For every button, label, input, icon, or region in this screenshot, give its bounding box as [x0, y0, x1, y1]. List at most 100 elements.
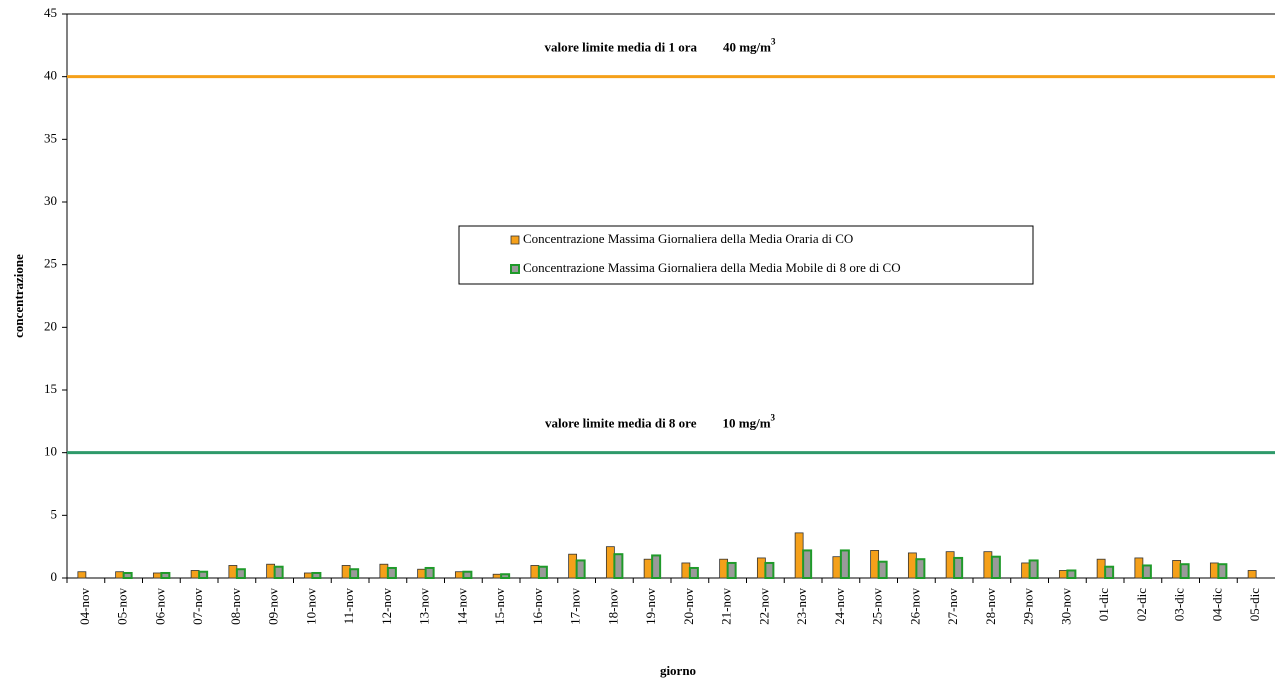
- bar: [719, 558, 729, 579]
- legend-box: [458, 225, 1034, 285]
- bar: [575, 559, 586, 579]
- bar: [990, 555, 1001, 580]
- bar: [379, 563, 389, 579]
- y-tick-label: 20: [44, 318, 57, 333]
- bar: [643, 558, 653, 579]
- x-tick-label: 26-nov: [907, 588, 922, 625]
- bar: [605, 546, 615, 579]
- x-tick-label: 29-nov: [1021, 588, 1036, 625]
- y-tick-label: 35: [44, 130, 57, 145]
- x-tick-label: 18-nov: [605, 588, 620, 625]
- x-tick-label: 10-nov: [303, 588, 318, 625]
- legend-label: Concentrazione Massima Giornaliera della…: [523, 231, 853, 246]
- bar: [228, 565, 238, 579]
- bar: [915, 558, 926, 580]
- reference-value: 40 mg/m: [723, 40, 771, 55]
- bar: [764, 561, 775, 580]
- x-tick-label: 05-nov: [115, 588, 130, 625]
- x-tick-label: 30-nov: [1058, 588, 1073, 625]
- bar: [945, 551, 955, 579]
- x-tick-label: 01-dic: [1096, 588, 1111, 621]
- bar: [160, 571, 171, 580]
- bar: [1021, 562, 1031, 579]
- x-tick-label: 25-nov: [870, 588, 885, 625]
- x-tick-label: 17-nov: [568, 588, 583, 625]
- bar: [303, 572, 313, 579]
- bar: [1179, 563, 1190, 579]
- y-tick-label: 25: [44, 256, 57, 271]
- bar: [122, 571, 133, 580]
- bar: [311, 571, 322, 580]
- bar: [77, 571, 87, 579]
- bar: [832, 556, 842, 579]
- bar: [651, 554, 662, 580]
- x-tick-label: 12-nov: [379, 588, 394, 625]
- x-tick-label: 07-nov: [190, 588, 205, 625]
- bar: [152, 572, 162, 579]
- bar: [726, 561, 737, 580]
- bar: [530, 565, 540, 579]
- x-tick-label: 11-nov: [341, 588, 356, 625]
- y-tick-label: 45: [44, 5, 57, 20]
- x-tick-label: 05-dic: [1247, 588, 1262, 621]
- bar: [688, 566, 699, 579]
- reference-text: valore limite media di 8 ore: [545, 416, 697, 431]
- x-tick-label: 06-nov: [152, 588, 167, 625]
- x-tick-label: 16-nov: [530, 588, 545, 625]
- x-tick-label: 08-nov: [228, 588, 243, 625]
- y-axis-label: concentrazione: [11, 254, 26, 338]
- bar: [386, 566, 397, 579]
- x-tick-label: 15-nov: [492, 588, 507, 625]
- x-tick-label: 04-dic: [1209, 588, 1224, 621]
- bar: [266, 563, 276, 579]
- bar: [349, 568, 360, 580]
- bar: [1134, 557, 1144, 579]
- bar: [341, 565, 351, 579]
- bar: [417, 568, 427, 579]
- bar: [794, 532, 804, 579]
- y-tick-label: 0: [51, 569, 58, 584]
- bar: [802, 549, 813, 580]
- y-tick-label: 40: [44, 68, 57, 83]
- bar: [839, 549, 850, 580]
- y-tick-label: 30: [44, 193, 57, 208]
- x-tick-label: 19-nov: [643, 588, 658, 625]
- x-tick-label: 03-dic: [1172, 588, 1187, 621]
- legend-swatch: [510, 264, 520, 274]
- bar: [568, 553, 578, 579]
- bar: [613, 553, 624, 579]
- x-tick-label: 13-nov: [417, 588, 432, 625]
- y-tick-label: 5: [51, 506, 58, 521]
- bar: [1141, 564, 1152, 580]
- bar: [870, 550, 880, 579]
- x-tick-label: 20-nov: [681, 588, 696, 625]
- bar: [1028, 559, 1039, 579]
- x-tick-label: 09-nov: [266, 588, 281, 625]
- y-tick-label: 10: [44, 444, 57, 459]
- bar: [1096, 558, 1106, 579]
- bar: [115, 571, 125, 579]
- bar: [190, 570, 200, 579]
- x-tick-label: 02-dic: [1134, 588, 1149, 621]
- bar: [1104, 565, 1115, 579]
- reference-text: valore limite media di 1 ora: [544, 40, 697, 55]
- bar: [1058, 570, 1068, 579]
- reference-label: valore limite media di 8 ore 10 mg/m3: [545, 413, 776, 431]
- bar: [235, 568, 246, 580]
- x-tick-label: 22-nov: [756, 588, 771, 625]
- reference-value: 10 mg/m: [723, 416, 771, 431]
- legend-label: Concentrazione Massima Giornaliera della…: [523, 260, 901, 275]
- bar: [454, 571, 464, 579]
- reference-exponent: 3: [771, 413, 776, 423]
- bar: [1066, 569, 1077, 579]
- y-tick-label: 15: [44, 381, 57, 396]
- bar: [1209, 562, 1219, 579]
- x-tick-label: 27-nov: [945, 588, 960, 625]
- x-tick-label: 21-nov: [719, 588, 734, 625]
- bar: [424, 566, 435, 579]
- bar: [681, 562, 691, 579]
- legend-swatch: [510, 235, 520, 245]
- bar: [462, 570, 473, 580]
